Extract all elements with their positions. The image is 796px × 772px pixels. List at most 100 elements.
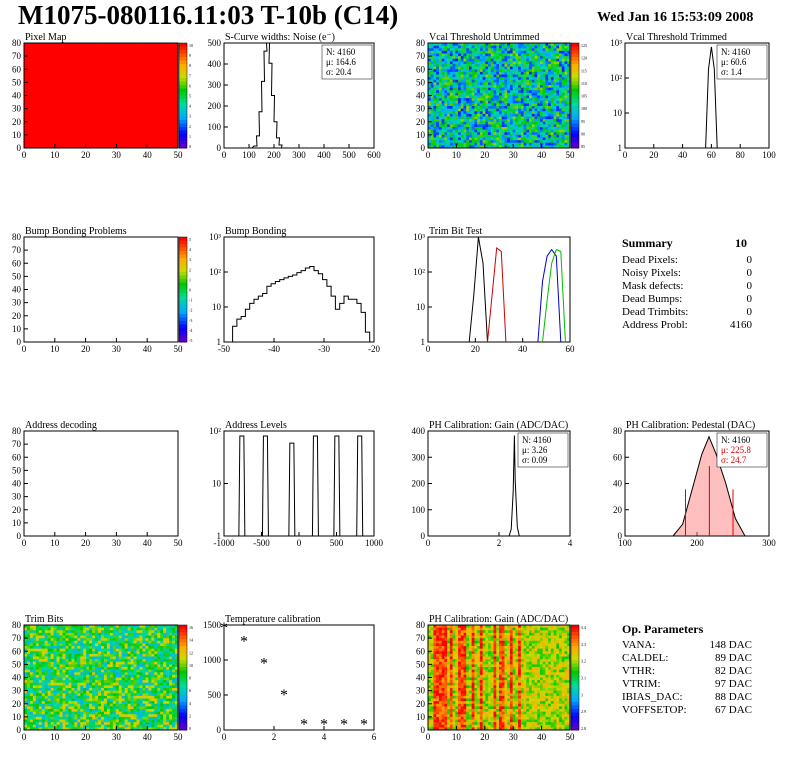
heatmap-cell — [65, 98, 69, 102]
heatmap-cell — [545, 87, 549, 91]
heatmap-cell — [550, 95, 555, 99]
heatmap-cell — [62, 106, 66, 110]
heatmap-cell — [103, 129, 108, 133]
heatmap-cell — [537, 50, 541, 54]
heatmap-cell — [466, 66, 470, 70]
heatmap-cell — [556, 98, 560, 102]
heatmap-cell — [145, 129, 149, 133]
heatmap-cell — [136, 98, 140, 102]
heatmap-cell — [148, 69, 152, 73]
heatmap-cell — [433, 90, 437, 94]
heatmap-cell — [466, 61, 470, 65]
heatmap-cell — [523, 95, 527, 99]
heatmap-cell — [44, 137, 49, 141]
heatmap-cell — [47, 334, 52, 338]
heatmap-cell — [101, 85, 105, 89]
heatmap-cell — [148, 48, 152, 52]
heatmap-cell — [561, 71, 565, 75]
heatmap-cell — [479, 137, 484, 141]
heatmap-cell — [471, 116, 475, 120]
heatmap-cell — [65, 142, 69, 146]
heatmap-cell — [86, 50, 90, 54]
heatmap-cell — [47, 95, 52, 99]
heatmap-cell — [496, 116, 500, 120]
heatmap-cell — [515, 90, 519, 94]
heatmap-cell — [449, 103, 453, 107]
heatmap-cell — [83, 121, 87, 125]
heatmap-cell — [44, 326, 49, 330]
heatmap-cell — [515, 48, 519, 52]
heatmap-cell — [68, 121, 72, 125]
heatmap-cell — [449, 137, 453, 141]
heatmap-cell — [433, 134, 437, 138]
heatmap-cell — [490, 132, 494, 136]
heatmap-cell — [501, 95, 505, 99]
heatmap-cell — [38, 66, 43, 70]
heatmap-cell — [56, 305, 60, 309]
heatmap-cell — [452, 129, 456, 133]
heatmap-cell — [531, 103, 535, 107]
heatmap-cell — [529, 98, 533, 102]
heatmap-cell — [160, 129, 164, 133]
heatmap-cell — [62, 339, 66, 343]
heatmap-cell — [518, 79, 522, 83]
palette-swatch — [179, 113, 187, 117]
heatmap-cell — [118, 53, 123, 57]
heatmap-cell — [512, 103, 516, 107]
heatmap-cell — [526, 87, 530, 91]
heatmap-cell — [515, 92, 519, 96]
heatmap-cell — [515, 77, 519, 81]
heatmap-cell — [175, 45, 179, 49]
heatmap-cell — [531, 111, 535, 115]
heatmap-cell — [460, 145, 464, 149]
heatmap-cell — [24, 294, 28, 298]
palette-swatch — [571, 134, 579, 138]
heatmap-cell — [127, 74, 132, 78]
heatmap-cell — [507, 129, 511, 133]
heatmap-cell — [154, 132, 158, 136]
heatmap-cell — [172, 113, 176, 117]
heatmap-cell — [169, 87, 173, 91]
stats-frame — [716, 44, 768, 80]
heatmap-cell — [537, 82, 541, 86]
heatmap-cell — [112, 95, 117, 99]
heatmap-cell — [477, 85, 481, 89]
heatmap-cell — [545, 127, 549, 131]
heatmap-cell — [561, 124, 565, 128]
heatmap-cell — [142, 140, 146, 144]
heatmap-cell — [534, 53, 538, 57]
heatmap-cell — [136, 129, 140, 133]
heatmap-cell — [24, 121, 28, 125]
heatmap-cell — [553, 124, 557, 128]
heatmap-cell — [56, 273, 60, 277]
heatmap-cell — [53, 61, 57, 65]
heatmap-cell — [106, 108, 111, 112]
heatmap-cell — [458, 64, 462, 68]
heatmap-cell — [44, 281, 49, 285]
heatmap-cell — [466, 48, 470, 52]
heatmap-cell — [115, 137, 120, 141]
heatmap-cell — [121, 145, 126, 149]
heatmap-cell — [163, 121, 167, 125]
heatmap-cell — [139, 43, 143, 47]
heatmap-cell — [65, 281, 69, 285]
heatmap-cell — [542, 92, 546, 96]
heatmap-cell — [29, 284, 34, 288]
heatmap-cell — [56, 113, 60, 117]
heatmap-cell — [534, 79, 538, 83]
heatmap-cell — [507, 82, 511, 86]
heatmap-cell — [154, 71, 158, 75]
heatmap-cell — [56, 281, 60, 285]
heatmap-cell — [115, 82, 120, 86]
heatmap-cell — [139, 95, 143, 99]
heatmap-cell — [53, 58, 57, 62]
heatmap-cell — [166, 85, 170, 89]
heatmap-cell — [133, 87, 137, 91]
heatmap-cell — [447, 132, 451, 136]
heatmap-cell — [515, 69, 519, 73]
heatmap-cell — [133, 82, 137, 86]
heatmap-cell — [86, 127, 90, 131]
heatmap-cell — [118, 98, 123, 102]
heatmap-cell — [507, 48, 511, 52]
heatmap-cell — [550, 56, 555, 60]
